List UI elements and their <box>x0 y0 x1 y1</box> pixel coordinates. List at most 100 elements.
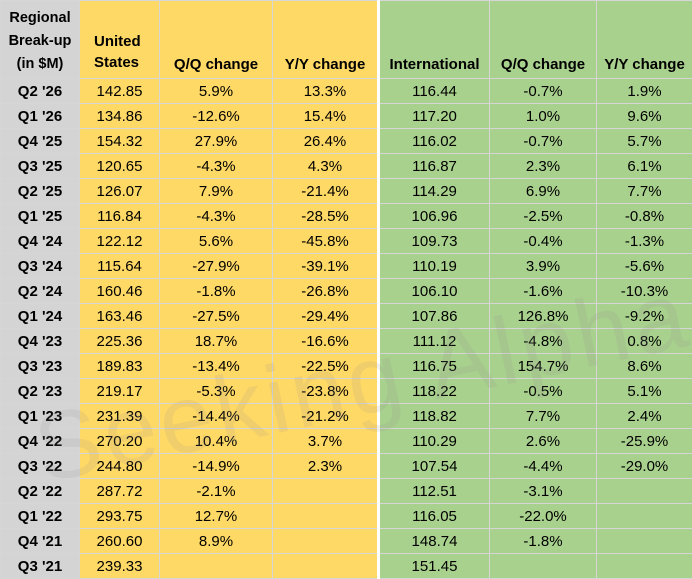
us-yy-change-cell: 26.4% <box>273 129 379 154</box>
quarter-cell: Q1 '25 <box>1 204 80 229</box>
us-yy-change-cell: -21.4% <box>273 179 379 204</box>
intl-yy-change-cell: -0.8% <box>597 204 692 229</box>
us-revenue-cell: 120.65 <box>80 154 160 179</box>
intl-qq-change-cell <box>490 554 597 579</box>
us-yy-change-cell <box>273 479 379 504</box>
us-qq-change-cell: -27.9% <box>160 254 273 279</box>
us-yy-change-cell <box>273 504 379 529</box>
intl-qq-change-cell: 126.8% <box>490 304 597 329</box>
quarter-cell: Q2 '23 <box>1 379 80 404</box>
intl-yy-change-cell: -5.6% <box>597 254 692 279</box>
intl-revenue-cell: 107.54 <box>379 454 490 479</box>
us-qq-change-cell: -14.9% <box>160 454 273 479</box>
intl-qq-change-cell: -0.4% <box>490 229 597 254</box>
intl-yy-change-cell: 8.6% <box>597 354 692 379</box>
us-revenue-cell: 244.80 <box>80 454 160 479</box>
intl-yy-change-cell: -1.3% <box>597 229 692 254</box>
intl-revenue-cell: 112.51 <box>379 479 490 504</box>
intl-yy-change-cell: -9.2% <box>597 304 692 329</box>
us-revenue-cell: 270.20 <box>80 429 160 454</box>
us-revenue-cell: 126.07 <box>80 179 160 204</box>
us-yy-change-cell: -21.2% <box>273 404 379 429</box>
quarter-cell: Q1 '23 <box>1 404 80 429</box>
intl-revenue-cell: 148.74 <box>379 529 490 554</box>
us-qq-change-cell: 7.9% <box>160 179 273 204</box>
intl-revenue-cell: 110.29 <box>379 429 490 454</box>
intl-qq-change-cell: 6.9% <box>490 179 597 204</box>
intl-qq-change-cell: -4.4% <box>490 454 597 479</box>
intl-revenue-cell: 106.96 <box>379 204 490 229</box>
intl-revenue-cell: 106.10 <box>379 279 490 304</box>
us-qq-change-cell: 8.9% <box>160 529 273 554</box>
quarter-cell: Q3 '24 <box>1 254 80 279</box>
intl-qq-change-cell: 7.7% <box>490 404 597 429</box>
us-revenue-cell: 142.85 <box>80 79 160 104</box>
us-revenue-cell: 134.86 <box>80 104 160 129</box>
us-revenue-cell: 116.84 <box>80 204 160 229</box>
header-intl-yy-change: Y/Y change <box>597 1 692 79</box>
intl-revenue-cell: 107.86 <box>379 304 490 329</box>
us-qq-change-cell: -27.5% <box>160 304 273 329</box>
quarter-cell: Q3 '25 <box>1 154 80 179</box>
intl-qq-change-cell: -0.7% <box>490 79 597 104</box>
us-revenue-cell: 163.46 <box>80 304 160 329</box>
us-yy-change-cell: -16.6% <box>273 329 379 354</box>
quarter-cell: Q2 '24 <box>1 279 80 304</box>
us-qq-change-cell: -14.4% <box>160 404 273 429</box>
us-yy-change-cell <box>273 554 379 579</box>
intl-qq-change-cell: -1.6% <box>490 279 597 304</box>
intl-qq-change-cell: -22.0% <box>490 504 597 529</box>
header-label-line: Regional <box>1 7 79 30</box>
quarter-cell: Q3 '23 <box>1 354 80 379</box>
intl-revenue-cell: 111.12 <box>379 329 490 354</box>
intl-yy-change-cell <box>597 504 692 529</box>
us-qq-change-cell: -4.3% <box>160 154 273 179</box>
intl-revenue-cell: 116.05 <box>379 504 490 529</box>
header-label-line: (in $M) <box>1 53 79 76</box>
quarter-cell: Q2 '25 <box>1 179 80 204</box>
us-qq-change-cell: -2.1% <box>160 479 273 504</box>
intl-revenue-cell: 118.22 <box>379 379 490 404</box>
intl-revenue-cell: 117.20 <box>379 104 490 129</box>
us-qq-change-cell: -13.4% <box>160 354 273 379</box>
intl-yy-change-cell: 5.7% <box>597 129 692 154</box>
intl-yy-change-cell: -29.0% <box>597 454 692 479</box>
intl-yy-change-cell: 7.7% <box>597 179 692 204</box>
us-yy-change-cell: -23.8% <box>273 379 379 404</box>
us-revenue-cell: 231.39 <box>80 404 160 429</box>
us-yy-change-cell: 3.7% <box>273 429 379 454</box>
header-us-line: United <box>94 31 159 52</box>
header-us-qq-change: Q/Q change <box>160 1 273 79</box>
intl-yy-change-cell <box>597 479 692 504</box>
us-yy-change-cell: -28.5% <box>273 204 379 229</box>
quarter-cell: Q4 '23 <box>1 329 80 354</box>
intl-yy-change-cell: 1.9% <box>597 79 692 104</box>
intl-revenue-cell: 114.29 <box>379 179 490 204</box>
us-revenue-cell: 293.75 <box>80 504 160 529</box>
us-qq-change-cell: 5.6% <box>160 229 273 254</box>
us-revenue-cell: 287.72 <box>80 479 160 504</box>
header-label: Regional Break-up (in $M) <box>1 1 80 79</box>
quarter-cell: Q3 '22 <box>1 454 80 479</box>
intl-qq-change-cell: -0.7% <box>490 129 597 154</box>
us-yy-change-cell: 13.3% <box>273 79 379 104</box>
intl-qq-change-cell: 2.3% <box>490 154 597 179</box>
us-qq-change-cell: 18.7% <box>160 329 273 354</box>
intl-yy-change-cell: 6.1% <box>597 154 692 179</box>
quarter-cell: Q4 '22 <box>1 429 80 454</box>
quarter-cell: Q4 '24 <box>1 229 80 254</box>
header-intl-qq-change: Q/Q change <box>490 1 597 79</box>
us-yy-change-cell <box>273 529 379 554</box>
